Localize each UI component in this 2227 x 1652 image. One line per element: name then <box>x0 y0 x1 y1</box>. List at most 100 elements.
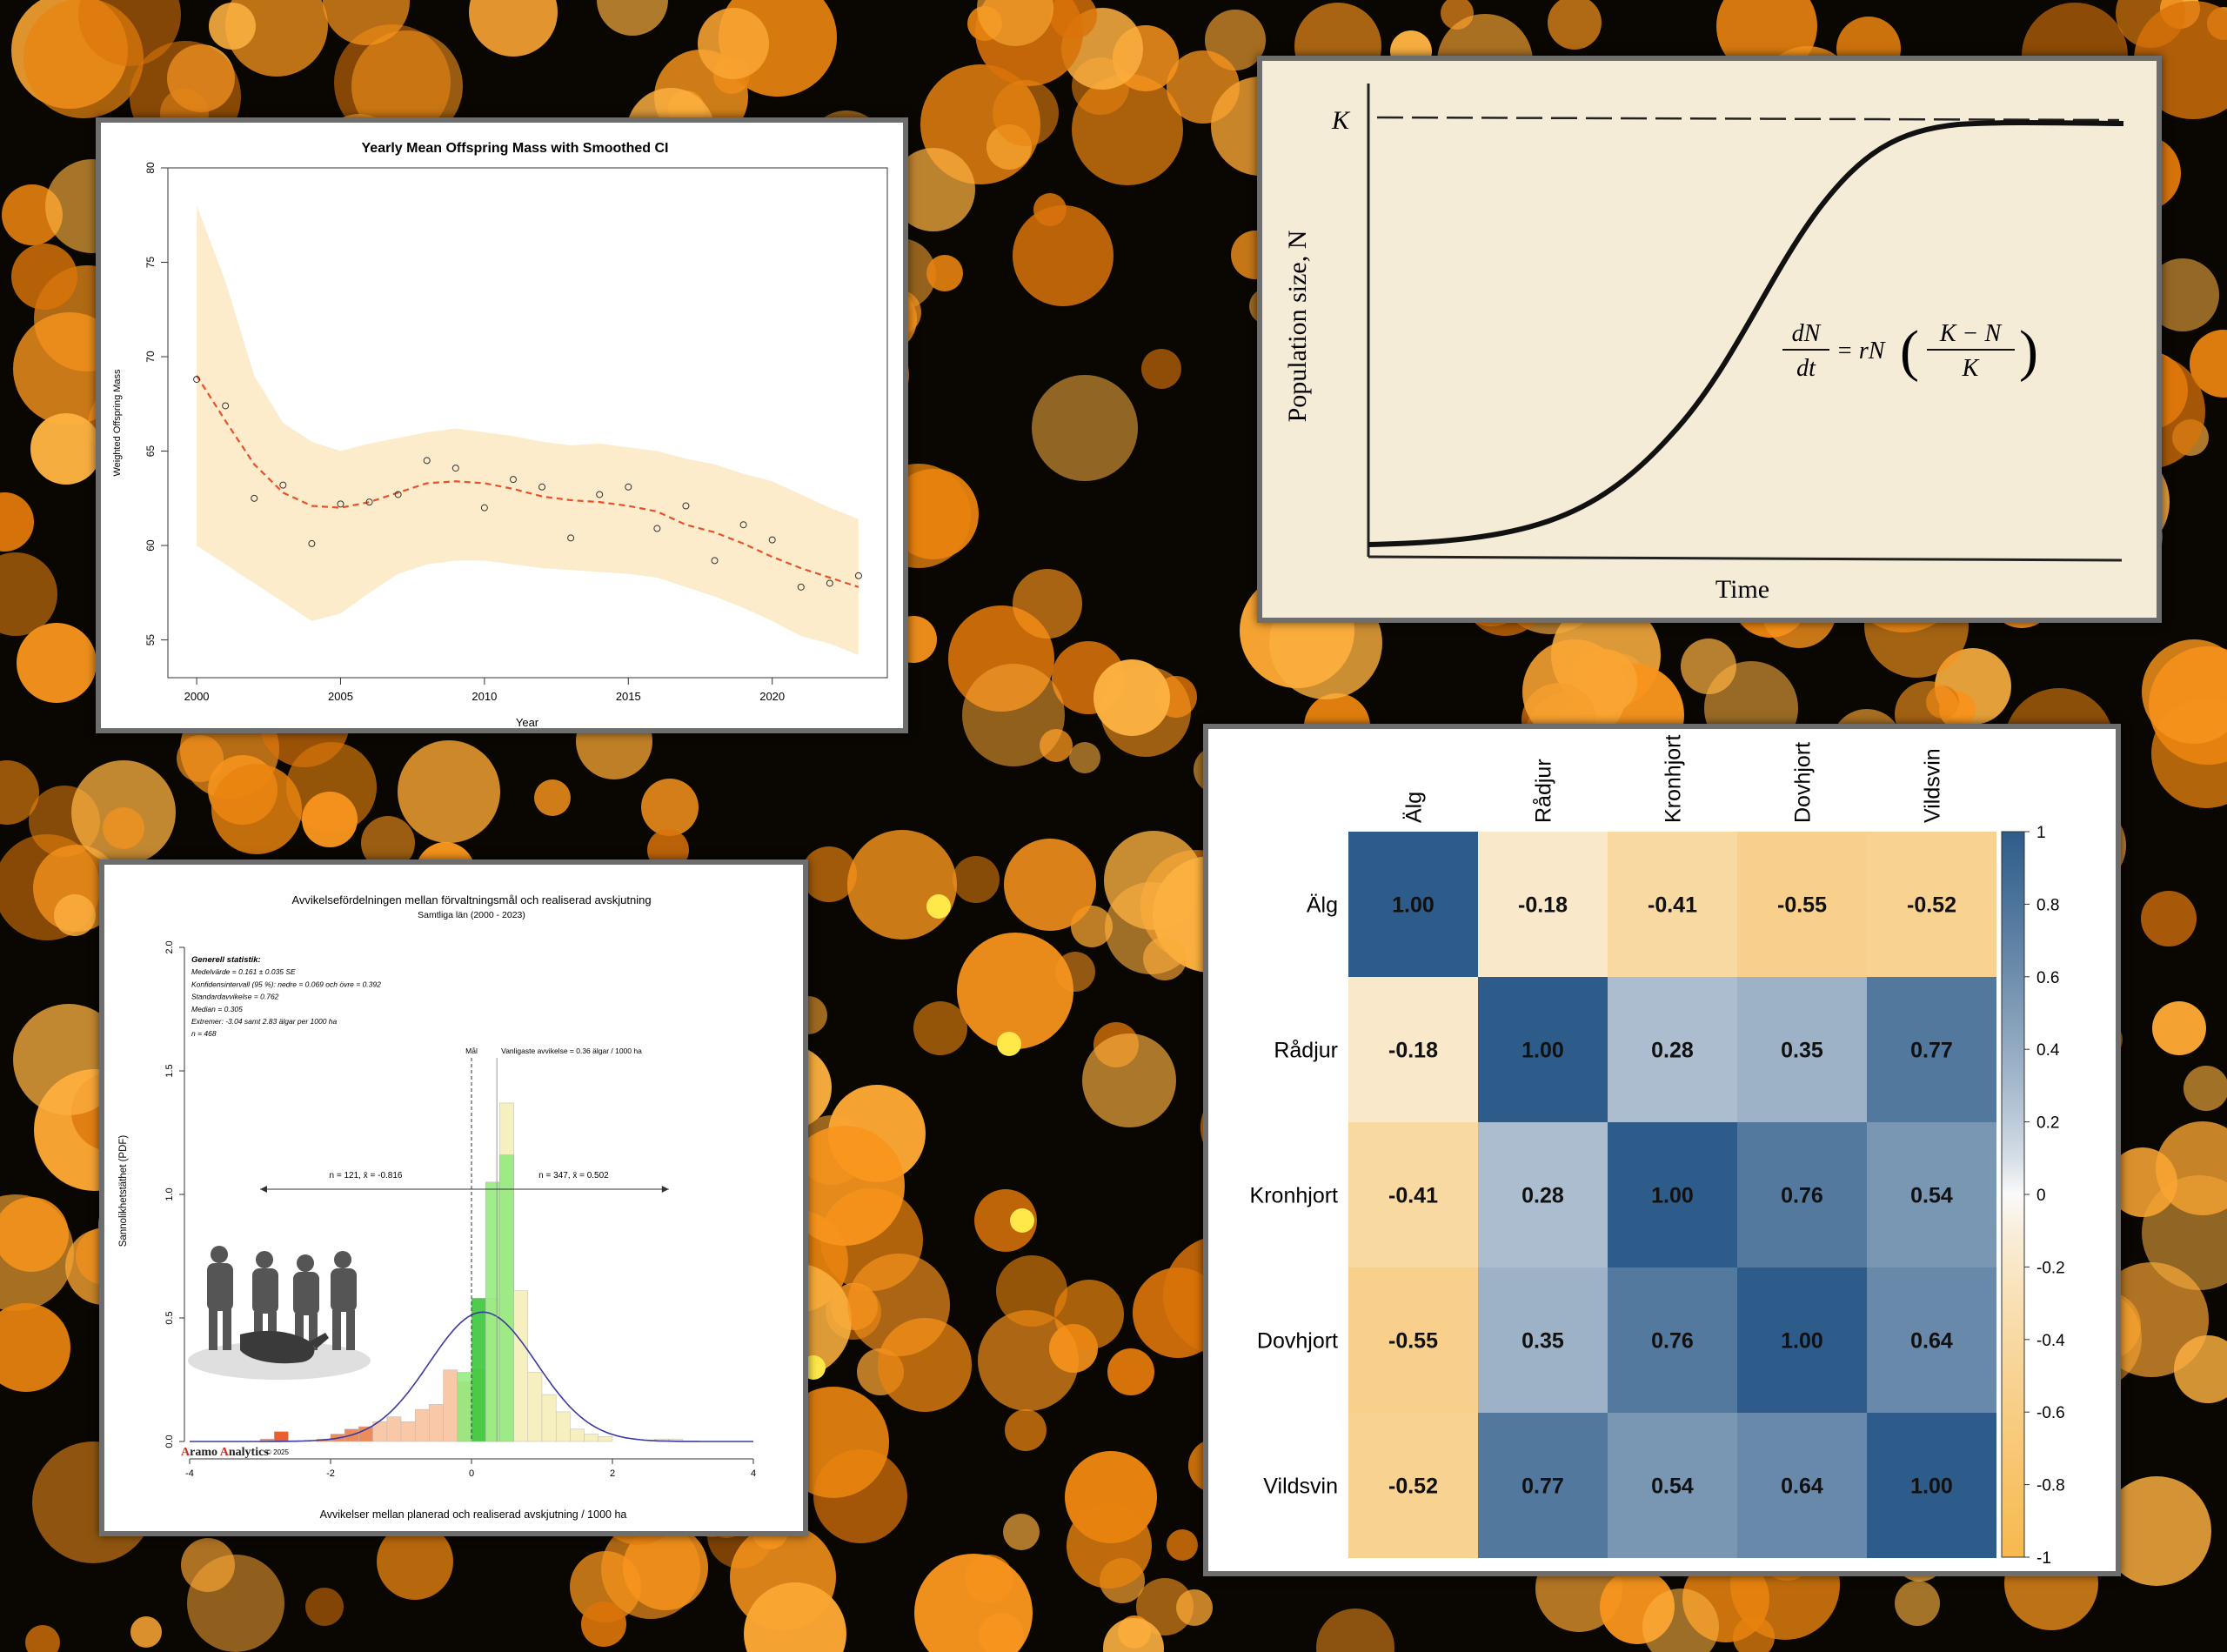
colorbar-tick-label: 0.4 <box>2036 1041 2060 1060</box>
histogram-bar <box>570 1428 585 1442</box>
data-point <box>451 465 459 472</box>
bg-blob <box>2141 891 2197 946</box>
x-tick-label: 2010 <box>471 690 497 703</box>
heatmap-cell-value: 0.64 <box>1910 1329 1953 1354</box>
heatmap-cell-value: -0.18 <box>1518 893 1568 918</box>
bg-blob <box>1105 882 1197 974</box>
bg-blob <box>597 0 668 36</box>
y-tick-label: 1.5 <box>164 1064 175 1077</box>
histogram-bar <box>443 1369 458 1442</box>
data-point <box>222 402 230 410</box>
bg-highlight <box>926 894 951 919</box>
histogram-bar-highlight <box>457 1372 472 1442</box>
bg-blob <box>302 792 358 847</box>
heatmap-cell <box>1348 1413 1478 1558</box>
bg-blob <box>957 933 1073 1049</box>
eq-middle: = rN <box>1836 338 1886 365</box>
eq-rhs-num: K − N <box>1939 320 2003 347</box>
y-tick-label: 2.0 <box>164 940 175 953</box>
heatmap-cell <box>1348 832 1478 977</box>
bg-blob <box>13 1004 124 1115</box>
left-group-label: n = 121, x̄ = -0.816 <box>330 1171 403 1180</box>
bg-blob <box>962 664 1065 766</box>
x-tick-label: -4 <box>185 1468 194 1479</box>
heatmap-cell <box>1478 1122 1608 1267</box>
logistic-growth-chart: K Population size, N Time dN dt = rN ( K… <box>1283 84 2124 604</box>
row-label: Älg <box>1307 893 1338 918</box>
row-label: Dovhjort <box>1257 1329 1338 1354</box>
colorbar-tick-label: 0.2 <box>2036 1114 2059 1133</box>
histogram-bar <box>400 1421 416 1442</box>
heatmap-cell-value: 0.28 <box>1521 1184 1564 1208</box>
data-point <box>625 483 632 491</box>
data-point <box>365 498 373 506</box>
eq-right-paren: ) <box>2019 319 2038 383</box>
logistic-equation: dN dt = rN ( K − N K ) <box>1782 319 2038 383</box>
data-point <box>711 557 719 565</box>
data-point <box>653 525 661 532</box>
goal-label: Mål <box>465 1047 478 1055</box>
data-point <box>251 494 258 502</box>
y-tick-label: 0.0 <box>164 1435 175 1448</box>
bg-blob <box>17 623 97 703</box>
bg-blob <box>398 740 500 843</box>
bg-blob <box>1141 349 1181 389</box>
bg-blob <box>977 0 1053 46</box>
data-point <box>480 504 488 512</box>
eq-left-paren: ( <box>1900 319 1919 383</box>
heatmap-cell <box>1737 1413 1867 1558</box>
heatmap-cell-value: 0.28 <box>1651 1039 1694 1063</box>
stats-line: n = 468 <box>191 1029 217 1038</box>
bg-blob <box>25 1625 60 1652</box>
bg-highlight <box>1010 1208 1034 1233</box>
colorbar-tick-label: 1 <box>2036 824 2046 842</box>
bg-blob <box>1082 1033 1176 1127</box>
bg-blob <box>2184 1066 2227 1111</box>
bg-blob <box>2174 1335 2227 1403</box>
bg-blob <box>469 0 558 57</box>
bg-blob <box>993 80 1059 146</box>
bg-blob <box>1107 1348 1154 1395</box>
bg-blob <box>305 1588 344 1626</box>
bg-blob <box>30 413 102 485</box>
histogram-bar-highlight <box>485 1181 500 1442</box>
heatmap-cell <box>1478 832 1608 977</box>
x-tick-label: 2000 <box>184 690 210 703</box>
logo-a1: A <box>181 1446 191 1459</box>
bg-blob <box>2142 639 2227 744</box>
bg-blob <box>914 1554 1033 1652</box>
bg-blob <box>953 856 1000 903</box>
colorbar <box>2001 831 2025 1558</box>
eq-lhs-num: dN <box>1792 320 1822 347</box>
heatmap-cell-value: 1.00 <box>1781 1329 1823 1354</box>
heatmap-cell-value: 0.77 <box>1910 1039 1953 1063</box>
bg-blob <box>0 1197 69 1272</box>
chart-subtitle: Samtliga län (2000 - 2023) <box>418 910 525 920</box>
heatmap-cell-value: 1.00 <box>1910 1475 1953 1499</box>
x-tick-label: 2020 <box>759 690 785 703</box>
bg-blob <box>1136 1578 1194 1635</box>
capacity-label: K <box>1331 106 1351 135</box>
bg-blob <box>1003 1514 1040 1550</box>
histogram-bar <box>513 1290 529 1442</box>
bg-blob <box>641 779 699 836</box>
histogram-bar <box>273 1431 289 1442</box>
x-tick-label: 2 <box>610 1468 615 1479</box>
histogram-bar <box>598 1436 613 1442</box>
data-point <box>567 534 575 542</box>
data-point <box>739 521 747 529</box>
bg-blob <box>1054 1280 1124 1349</box>
bg-blob <box>177 735 224 782</box>
bg-blob <box>0 1303 70 1392</box>
bg-blob <box>801 846 857 902</box>
histogram-bar <box>555 1411 571 1442</box>
row-label: Rådjur <box>1274 1039 1338 1063</box>
data-point <box>423 457 431 465</box>
logo-a2: A <box>220 1446 230 1459</box>
heatmap-cell <box>1867 832 1996 977</box>
heatmap-cell-value: 0.35 <box>1781 1039 1823 1063</box>
bg-blob <box>926 255 963 291</box>
hunters-illustration <box>188 1246 371 1380</box>
colorbar-tick-label: -0.4 <box>2036 1332 2065 1350</box>
bg-blob <box>0 492 34 552</box>
